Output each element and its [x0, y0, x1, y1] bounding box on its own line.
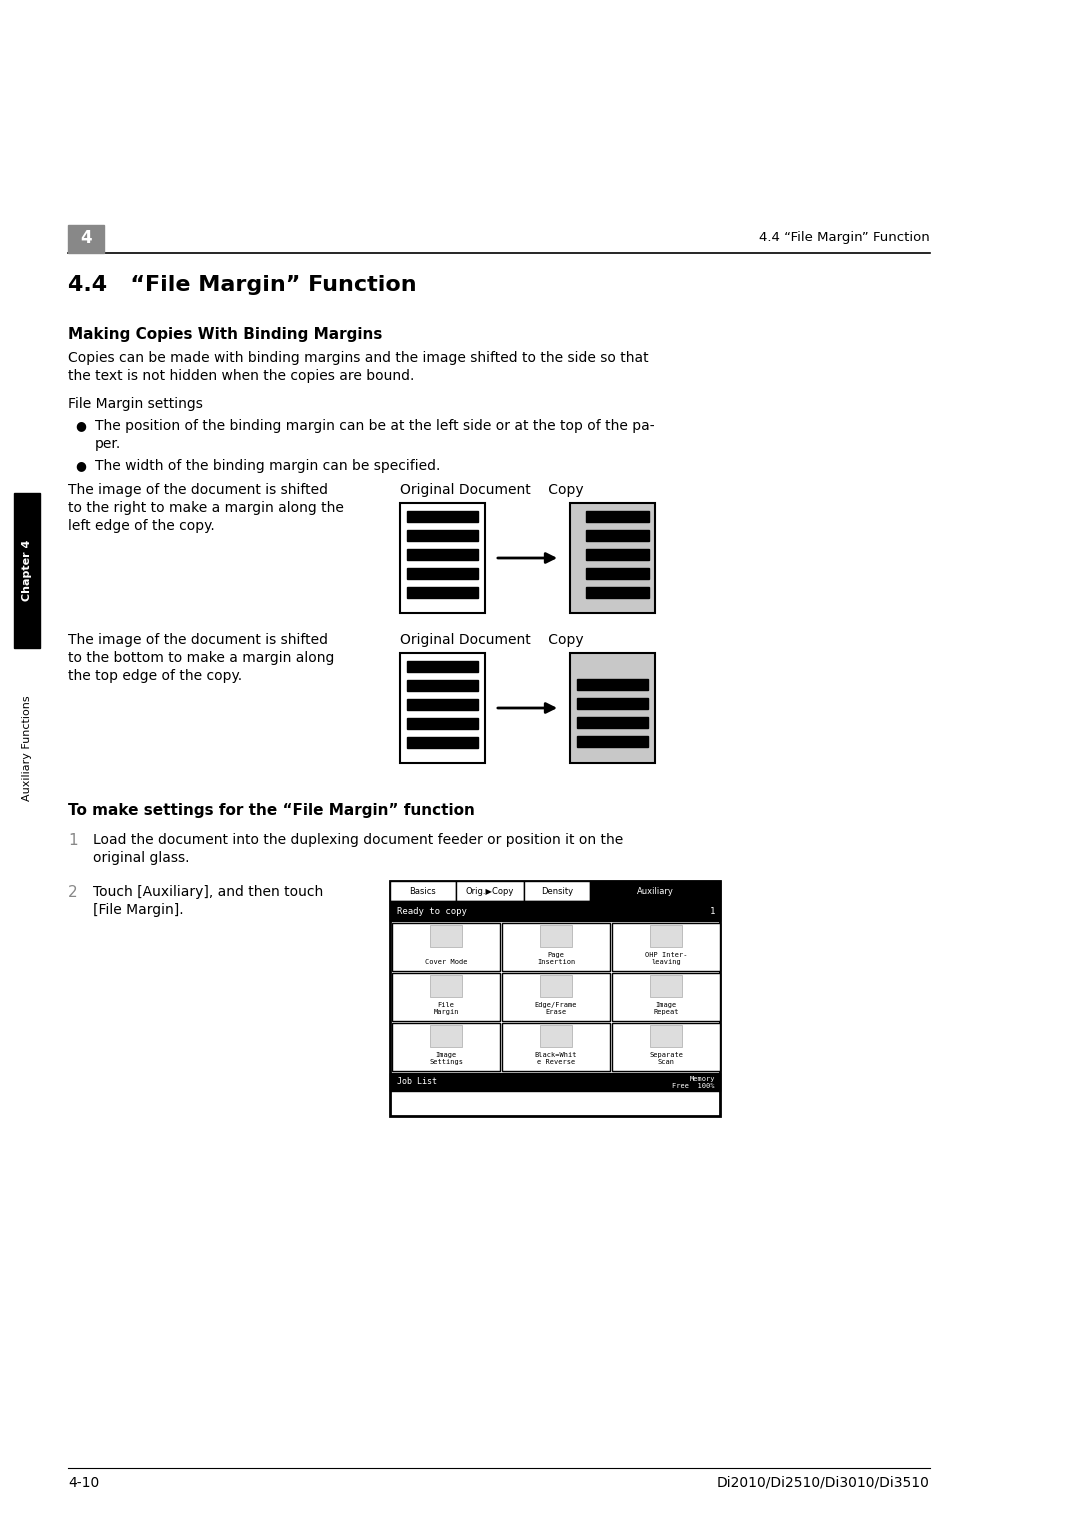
Bar	[612, 1024, 720, 1071]
Bar	[577, 678, 648, 691]
Bar	[577, 698, 648, 709]
Text: Job List: Job List	[397, 1077, 437, 1086]
Text: The width of the binding margin can be specified.: The width of the binding margin can be s…	[95, 458, 441, 474]
Text: per.: per.	[95, 437, 121, 451]
Text: to the right to make a margin along the: to the right to make a margin along the	[68, 501, 343, 515]
Text: OHP Inter-
leaving: OHP Inter- leaving	[645, 952, 687, 966]
Text: to the bottom to make a margin along: to the bottom to make a margin along	[68, 651, 335, 665]
Text: Black=Whit
e Reverse: Black=Whit e Reverse	[535, 1051, 577, 1065]
Bar	[390, 882, 720, 1115]
Text: Touch [Auxiliary], and then touch: Touch [Auxiliary], and then touch	[93, 885, 323, 898]
Bar	[612, 923, 720, 970]
Text: Ready to copy: Ready to copy	[397, 906, 467, 915]
Bar	[586, 510, 649, 523]
Text: Cover Mode: Cover Mode	[424, 960, 468, 966]
Bar	[650, 1025, 681, 1047]
Text: original glass.: original glass.	[93, 851, 189, 865]
Bar	[407, 510, 478, 523]
Text: Making Copies With Binding Margins: Making Copies With Binding Margins	[68, 327, 382, 342]
Text: The image of the document is shifted: The image of the document is shifted	[68, 633, 328, 646]
Text: Page
Insertion: Page Insertion	[537, 952, 576, 966]
Text: Di2010/Di2510/Di3010/Di3510: Di2010/Di2510/Di3010/Di3510	[717, 1476, 930, 1490]
Bar	[586, 587, 649, 597]
Bar	[390, 1073, 720, 1091]
Bar	[586, 549, 649, 559]
Bar	[407, 680, 478, 691]
Bar	[502, 923, 610, 970]
Bar	[430, 975, 462, 996]
Bar	[524, 882, 590, 902]
Bar	[407, 698, 478, 711]
Text: ●: ●	[75, 458, 86, 472]
Bar	[392, 1024, 500, 1071]
Bar	[407, 549, 478, 559]
Text: Auxiliary: Auxiliary	[636, 886, 674, 895]
Text: Original Document    Copy: Original Document Copy	[400, 633, 583, 646]
Text: File
Margin: File Margin	[433, 1002, 459, 1015]
Bar	[502, 973, 610, 1021]
Text: Separate
Scan: Separate Scan	[649, 1051, 683, 1065]
Bar	[430, 1025, 462, 1047]
Text: 4: 4	[80, 229, 92, 248]
Bar	[540, 975, 572, 996]
Bar	[68, 225, 104, 254]
Bar	[456, 882, 524, 902]
Bar	[650, 975, 681, 996]
Bar	[570, 652, 654, 762]
Bar	[407, 736, 478, 749]
Bar	[586, 530, 649, 541]
Bar	[407, 530, 478, 541]
Bar	[590, 882, 720, 902]
Text: [File Margin].: [File Margin].	[93, 903, 184, 917]
Text: Chapter 4: Chapter 4	[22, 539, 32, 601]
Bar	[407, 587, 478, 597]
Text: Orig.▶Copy: Orig.▶Copy	[465, 886, 514, 895]
Text: 1: 1	[68, 833, 78, 848]
Text: 1: 1	[710, 906, 715, 915]
Text: the top edge of the copy.: the top edge of the copy.	[68, 669, 242, 683]
Text: Image
Repeat: Image Repeat	[653, 1002, 678, 1015]
Bar	[14, 494, 40, 648]
Bar	[407, 568, 478, 579]
Text: The image of the document is shifted: The image of the document is shifted	[68, 483, 328, 497]
Bar	[650, 924, 681, 947]
Bar	[407, 662, 478, 672]
Bar	[540, 1025, 572, 1047]
Text: the text is not hidden when the copies are bound.: the text is not hidden when the copies a…	[68, 368, 415, 384]
Text: Copies can be made with binding margins and the image shifted to the side so tha: Copies can be made with binding margins …	[68, 351, 649, 365]
Text: 2: 2	[68, 885, 78, 900]
Text: The position of the binding margin can be at the left side or at the top of the : The position of the binding margin can b…	[95, 419, 654, 432]
Text: Auxiliary Functions: Auxiliary Functions	[22, 695, 32, 801]
Bar	[400, 652, 485, 762]
Bar	[570, 503, 654, 613]
Bar	[577, 717, 648, 727]
Text: Image
Settings: Image Settings	[429, 1051, 463, 1065]
Bar	[586, 568, 649, 579]
Text: Memory
Free  100%: Memory Free 100%	[673, 1076, 715, 1088]
Text: Original Document    Copy: Original Document Copy	[400, 483, 583, 497]
Text: To make settings for the “File Margin” function: To make settings for the “File Margin” f…	[68, 804, 475, 817]
Text: left edge of the copy.: left edge of the copy.	[68, 520, 215, 533]
Bar	[577, 736, 648, 747]
Text: 4.4   “File Margin” Function: 4.4 “File Margin” Function	[68, 275, 417, 295]
Bar	[430, 924, 462, 947]
Bar	[540, 924, 572, 947]
Bar	[392, 923, 500, 970]
Bar	[612, 973, 720, 1021]
Bar	[390, 882, 456, 902]
Text: Density: Density	[541, 886, 573, 895]
Bar	[390, 902, 720, 921]
Text: 4-10: 4-10	[68, 1476, 99, 1490]
Text: File Margin settings: File Margin settings	[68, 397, 203, 411]
Text: Edge/Frame
Erase: Edge/Frame Erase	[535, 1002, 577, 1015]
Text: ●: ●	[75, 419, 86, 432]
Bar	[502, 1024, 610, 1071]
Text: 4.4 “File Margin” Function: 4.4 “File Margin” Function	[759, 231, 930, 244]
Bar	[392, 973, 500, 1021]
Text: Basics: Basics	[409, 886, 436, 895]
Text: Load the document into the duplexing document feeder or position it on the: Load the document into the duplexing doc…	[93, 833, 623, 847]
Bar	[407, 718, 478, 729]
Bar	[400, 503, 485, 613]
